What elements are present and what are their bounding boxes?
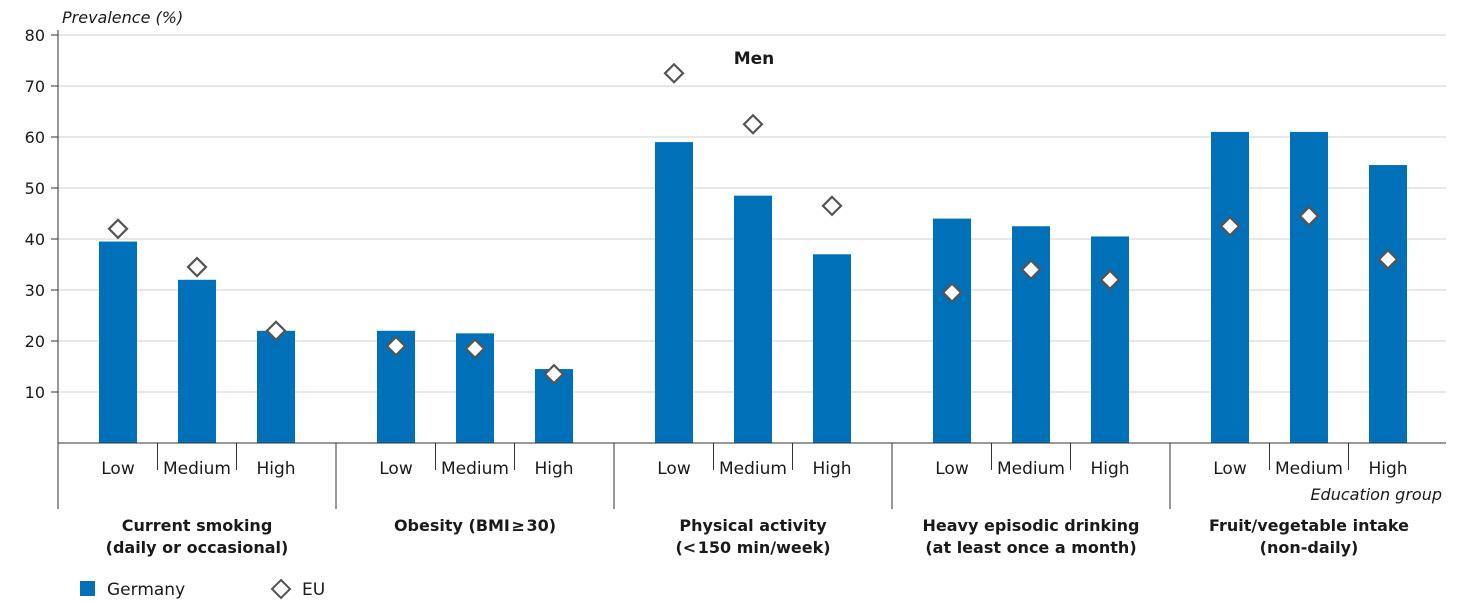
group-label: Heavy episodic drinking (at least once a … xyxy=(923,516,1140,557)
bar-germany xyxy=(178,279,216,443)
legend-label-germany: Germany xyxy=(107,580,185,600)
x-category-label: Low xyxy=(657,459,691,479)
bar-germany xyxy=(1290,131,1328,443)
legend-swatch-germany xyxy=(80,581,95,596)
marker-eu xyxy=(742,113,764,135)
x-axis-groups: Current smoking (daily or occasional) Obes… xyxy=(57,443,1409,557)
marker-eu xyxy=(821,195,843,217)
marker-eu xyxy=(1099,269,1121,291)
chart-title: Men xyxy=(734,49,775,69)
group-label: Obesity (BMI ≥ 30) xyxy=(394,516,556,535)
bar-germany xyxy=(734,195,772,443)
bar-series-germany xyxy=(99,131,1407,444)
legend-swatch-eu xyxy=(270,578,292,600)
marker-eu xyxy=(1219,215,1241,237)
marker-eu xyxy=(941,281,963,304)
marker-eu xyxy=(107,218,129,240)
x-category-label: Low xyxy=(1213,459,1247,479)
x-category-label: High xyxy=(1368,459,1407,479)
y-tick-label: 80 xyxy=(25,26,45,45)
bar-germany xyxy=(1369,165,1407,444)
group-label: Fruit/vegetable intake (non-daily) xyxy=(1209,516,1409,557)
x-category-label: High xyxy=(256,459,295,479)
legend-label-eu: EU xyxy=(302,580,325,600)
bar-germany xyxy=(1012,226,1050,443)
marker-eu xyxy=(385,335,407,357)
axes xyxy=(57,30,1446,444)
x-category-label: High xyxy=(534,459,573,479)
x-category-label: Low xyxy=(379,459,413,479)
y-tick-label: 60 xyxy=(25,128,45,147)
group-label: Current smoking (daily or occasional) xyxy=(106,516,289,557)
x-category-label: Medium xyxy=(997,459,1065,479)
x-axis-categories: Low Medium High Low Medium High Low Medium High L… xyxy=(101,443,1408,479)
marker-eu xyxy=(663,62,685,84)
bar-germany xyxy=(99,241,137,443)
x-category-label: Medium xyxy=(163,459,231,479)
y-tick-label: 20 xyxy=(25,332,45,351)
y-tick-label: 30 xyxy=(25,281,45,300)
x-axis-label: Education group xyxy=(1310,485,1442,504)
bar-germany xyxy=(813,254,851,443)
y-tick-label: 50 xyxy=(25,179,45,198)
x-category-label: Low xyxy=(101,459,135,479)
y-axis-label: Prevalence (%) xyxy=(62,8,183,27)
marker-eu xyxy=(186,256,208,278)
marker-series-eu xyxy=(107,62,1399,385)
y-tick-label: 40 xyxy=(25,230,45,249)
bar-germany xyxy=(1091,236,1129,443)
x-category-label: Medium xyxy=(719,459,787,479)
marker-eu xyxy=(1298,205,1320,227)
marker-eu xyxy=(543,363,565,385)
x-category-label: High xyxy=(812,459,851,479)
legend: Germany EU xyxy=(80,578,325,600)
x-category-label: Medium xyxy=(1275,459,1343,479)
bar-germany xyxy=(257,330,295,443)
x-category-label: High xyxy=(1090,459,1129,479)
bar-germany xyxy=(933,218,971,443)
marker-eu xyxy=(1377,248,1399,270)
x-category-label: Low xyxy=(935,459,969,479)
marker-eu xyxy=(464,338,486,360)
x-category-label: Medium xyxy=(441,459,509,479)
marker-eu xyxy=(265,320,287,342)
y-tick-label: 10 xyxy=(25,383,45,402)
bar-germany xyxy=(655,142,693,443)
bar-germany xyxy=(1211,131,1249,443)
y-axis-ticks: 10 20 30 40 50 60 70 80 xyxy=(25,26,58,402)
marker-eu xyxy=(1020,259,1042,281)
y-tick-label: 70 xyxy=(25,77,45,96)
group-label: Physical activity (< 150 min/week) xyxy=(675,516,830,557)
